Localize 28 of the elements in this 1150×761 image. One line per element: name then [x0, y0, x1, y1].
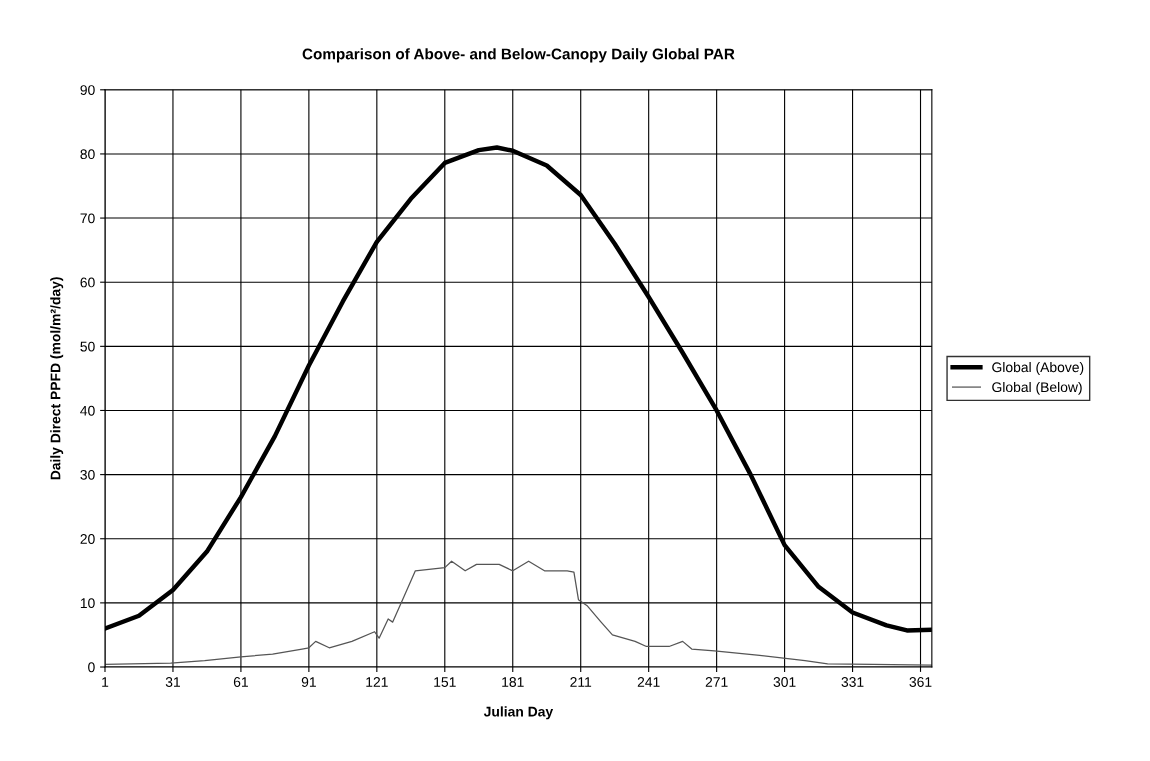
y-tick-label: 30 — [80, 469, 95, 480]
legend-label: Global (Below) — [992, 381, 1082, 395]
y-tick-label: 60 — [80, 277, 95, 288]
x-tick-label: 361 — [909, 677, 932, 687]
chart-title: Comparison of Above- and Below-Canopy Daily Global PAR — [302, 48, 735, 63]
y-tick-label: 10 — [80, 598, 95, 609]
y-tick-label: 80 — [80, 149, 95, 160]
x-tick-label: 121 — [366, 677, 388, 687]
x-tick-label: 91 — [301, 677, 316, 687]
x-tick-label: 271 — [705, 677, 728, 687]
x-axis-title: Julian Day — [483, 706, 554, 720]
x-tick-label: 181 — [502, 677, 524, 687]
x-tick-label: 331 — [841, 677, 864, 687]
legend-label: Global (Above) — [992, 361, 1084, 375]
x-tick-label: 1 — [102, 677, 109, 687]
y-tick-label: 20 — [80, 534, 95, 544]
x-tick-label: 241 — [637, 677, 660, 687]
x-tick-label: 61 — [233, 677, 248, 687]
x-tick-label: 211 — [570, 677, 592, 687]
y-tick-label: 70 — [80, 213, 95, 224]
y-axis-title: Daily Direct PPFD (mol/m²/day) — [50, 277, 64, 480]
x-tick-label: 151 — [434, 677, 456, 687]
x-tick-label: 301 — [773, 677, 796, 687]
y-tick-label: 0 — [88, 662, 95, 673]
x-tick-label: 31 — [165, 677, 180, 687]
y-tick-label: 40 — [80, 405, 95, 416]
y-tick-label: 50 — [80, 341, 95, 352]
y-tick-label: 90 — [80, 85, 95, 95]
